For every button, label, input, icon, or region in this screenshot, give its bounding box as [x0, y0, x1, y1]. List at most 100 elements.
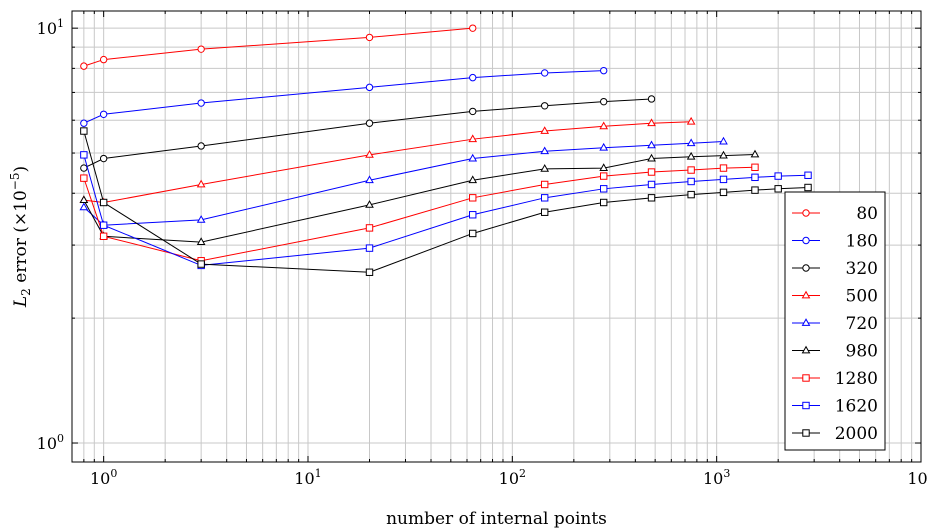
legend-item: 1280 — [792, 369, 878, 389]
x-tick-label: 104 — [907, 467, 928, 488]
series-2000 — [80, 127, 812, 276]
y-axis-label-main: L — [11, 296, 31, 308]
data-point — [80, 127, 88, 135]
legend-swatch-marker — [802, 401, 810, 410]
data-point — [79, 195, 89, 204]
data-point — [540, 164, 550, 172]
data-point — [540, 126, 550, 134]
data-point — [804, 183, 812, 192]
data-point — [719, 175, 728, 184]
legend-box — [784, 191, 886, 451]
data-point — [80, 119, 88, 127]
y-axis-label-close: ) — [11, 166, 31, 173]
legend-swatch-marker — [802, 209, 810, 217]
series-80 — [80, 24, 477, 70]
data-point — [687, 190, 695, 199]
data-point — [540, 102, 549, 110]
x-tick-label: 103 — [703, 467, 730, 488]
data-point — [599, 172, 608, 180]
data-point — [365, 33, 374, 42]
data-point — [196, 215, 206, 223]
data-point — [99, 154, 108, 163]
data-point — [365, 119, 374, 127]
legend-swatch-marker — [802, 264, 810, 272]
data-point — [365, 150, 374, 158]
data-point — [647, 140, 656, 149]
data-point — [365, 268, 374, 276]
data-point — [647, 153, 656, 162]
data-point — [774, 185, 782, 193]
data-point — [540, 208, 549, 216]
data-point — [599, 163, 609, 171]
legend-label: 2000 — [835, 424, 878, 444]
data-point — [468, 153, 478, 162]
legend-item: 80 — [792, 204, 878, 224]
data-point — [647, 118, 656, 127]
data-point — [719, 164, 728, 172]
y-axis-label-superscript: −5 — [8, 173, 22, 191]
legend-item: 500 — [792, 287, 878, 307]
legend-label: 500 — [846, 287, 878, 307]
legend-swatch-marker — [802, 374, 810, 382]
data-point — [79, 202, 89, 211]
y-tick-label: 100 — [37, 432, 64, 453]
data-point — [804, 171, 812, 179]
data-point — [687, 166, 695, 174]
series-line — [83, 154, 809, 266]
data-point — [540, 180, 549, 189]
data-point — [599, 198, 608, 207]
series-180 — [80, 66, 608, 127]
y-tick-label: 101 — [37, 17, 64, 38]
x-axis-label: number of internal points — [386, 509, 607, 529]
data-point — [469, 194, 477, 202]
data-point — [99, 198, 108, 207]
data-point — [647, 168, 656, 176]
data-point — [80, 164, 88, 172]
series-line — [83, 141, 724, 226]
data-point — [599, 66, 608, 75]
data-point — [751, 173, 759, 182]
data-point — [469, 229, 477, 238]
legend-item: 1620 — [792, 397, 878, 417]
data-point — [80, 62, 88, 70]
data-point — [80, 151, 88, 159]
data-point — [197, 260, 205, 268]
data-point — [365, 175, 374, 184]
data-point — [365, 224, 374, 232]
data-point — [468, 134, 478, 143]
legend-swatch-marker — [801, 318, 811, 326]
series-320 — [80, 95, 656, 172]
data-point — [647, 180, 656, 189]
series-line — [83, 130, 809, 273]
data-point — [197, 99, 205, 107]
data-point — [719, 188, 728, 197]
plot-frame — [71, 10, 922, 463]
legend-label: 180 — [846, 232, 878, 252]
data-point — [540, 146, 550, 155]
data-point — [719, 136, 728, 145]
legend-item: 180 — [792, 232, 878, 252]
data-point — [365, 200, 374, 208]
data-point — [540, 69, 549, 77]
x-tick-label: 101 — [294, 467, 321, 488]
legend-label: 1280 — [835, 369, 878, 389]
data-point — [197, 142, 205, 150]
y-axis-label: L2 error (×10−5) — [8, 166, 33, 308]
data-point — [719, 150, 728, 159]
legend-label: 980 — [846, 342, 878, 362]
axis-ticks: 100 101 102 103 104 100 101 — [37, 11, 928, 488]
legend-label: 720 — [846, 314, 878, 334]
grid — [71, 11, 922, 463]
legend-item: 320 — [792, 259, 878, 279]
series-line — [83, 70, 604, 124]
data-point — [80, 174, 88, 182]
series-1280 — [80, 163, 759, 265]
data-point — [647, 194, 656, 202]
data-point — [99, 55, 108, 64]
legend-item: 720 — [792, 314, 878, 334]
data-point — [99, 221, 108, 229]
legend-label: 1620 — [835, 397, 878, 417]
data-point — [599, 121, 609, 130]
data-point — [647, 95, 656, 103]
